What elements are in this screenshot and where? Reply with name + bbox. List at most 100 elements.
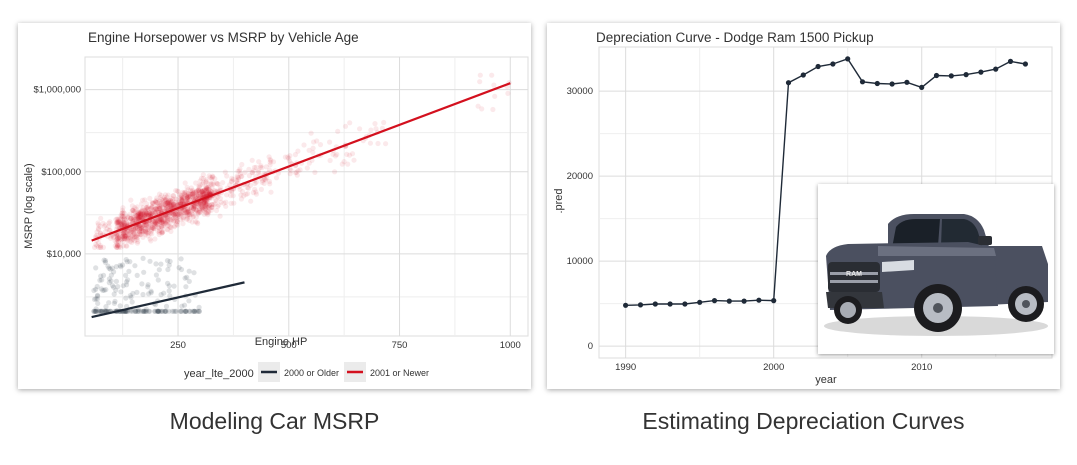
chart-title: Depreciation Curve - Dodge Ram 1500 Pick… (596, 30, 874, 45)
point-2001-or-newer (139, 228, 145, 234)
point-2001-or-newer (142, 232, 148, 238)
point-2001-or-newer (120, 219, 126, 225)
point-2001-or-newer (137, 214, 143, 220)
point-2001-or-newer (145, 204, 151, 210)
point-2001-or-newer (209, 201, 215, 207)
point-2001-or-newer (151, 219, 158, 225)
point-2001-or-newer (206, 202, 213, 208)
point-2001-or-newer (149, 210, 155, 216)
legend-label-older: 2000 or Older (284, 368, 339, 378)
point-2001-or-newer (178, 212, 184, 218)
point-2001-or-newer (146, 225, 152, 231)
point-2001-or-newer (184, 197, 190, 203)
point-2001-or-newer (157, 208, 163, 214)
point-2001-or-newer (125, 214, 131, 220)
point-2001-or-newer (162, 198, 168, 204)
point-2001-or-newer (145, 230, 151, 236)
point-2001-or-newer (202, 206, 208, 212)
point-2001-or-newer (200, 190, 206, 196)
point-2001-or-newer (156, 225, 162, 231)
prediction-point (815, 63, 821, 70)
prediction-point (800, 72, 806, 78)
point-2001-or-newer (194, 188, 200, 194)
point-2001-or-newer (204, 190, 210, 196)
point-2001-or-newer (161, 197, 167, 203)
point-2001-or-newer (245, 185, 252, 191)
point-2001-or-newer (193, 180, 199, 186)
point-2001-or-newer (180, 216, 186, 222)
prediction-point (623, 302, 629, 308)
point-2001-or-newer (119, 233, 125, 239)
point-2001-or-newer (492, 93, 498, 99)
point-2001-or-newer (95, 222, 101, 228)
point-2001-or-newer (135, 214, 141, 220)
prediction-point (845, 56, 851, 62)
point-2001-or-newer (114, 219, 120, 225)
point-2001-or-newer (170, 201, 176, 207)
point-2000-or-older (129, 299, 135, 305)
point-2001-or-newer (205, 200, 211, 206)
point-2001-or-newer (267, 159, 273, 165)
point-2001-or-newer (191, 193, 197, 199)
prediction-point (652, 301, 658, 307)
point-2001-or-newer (234, 173, 240, 179)
prediction-point (919, 84, 925, 90)
point-2001-or-newer (295, 168, 301, 174)
point-2001-or-newer (224, 173, 230, 179)
point-2001-or-newer (195, 188, 201, 194)
point-2001-or-newer (288, 168, 294, 174)
point-2001-or-newer (180, 206, 186, 212)
point-2001-or-newer (156, 191, 163, 197)
point-2000-or-older (113, 287, 119, 293)
point-2001-or-newer (205, 212, 211, 218)
point-2001-or-newer (100, 244, 106, 250)
point-2001-or-newer (205, 184, 212, 190)
point-2001-or-newer (122, 233, 128, 239)
point-2001-or-newer (184, 184, 190, 191)
point-2001-or-newer (197, 200, 203, 206)
point-2001-or-newer (310, 145, 316, 151)
point-2001-or-newer (114, 231, 120, 238)
point-2001-or-newer (223, 199, 229, 205)
y-axis-label: .pred (553, 188, 565, 213)
legend-label-newer: 2001 or Newer (370, 368, 429, 378)
point-2001-or-newer (134, 240, 140, 246)
point-2001-or-newer (163, 200, 169, 206)
point-2001-or-newer (148, 238, 154, 244)
point-2001-or-newer (248, 182, 254, 188)
point-2001-or-newer (150, 200, 156, 206)
point-2001-or-newer (131, 218, 137, 224)
point-2001-or-newer (114, 233, 121, 239)
point-2001-or-newer (182, 189, 188, 195)
point-2001-or-newer (205, 208, 211, 214)
point-2001-or-newer (138, 211, 144, 217)
trend-line (91, 82, 511, 242)
point-2001-or-newer (206, 208, 212, 214)
point-2001-or-newer (189, 219, 195, 225)
point-2001-or-newer (163, 203, 169, 209)
point-2000-or-older (100, 287, 106, 293)
point-2001-or-newer (172, 199, 179, 205)
point-2001-or-newer (146, 210, 152, 216)
point-2001-or-newer (156, 224, 162, 231)
point-2001-or-newer (136, 210, 142, 216)
point-2001-or-newer (197, 182, 203, 188)
point-2000-or-older (158, 261, 164, 267)
point-2001-or-newer (130, 217, 136, 223)
point-2001-or-newer (121, 232, 127, 238)
point-2001-or-newer (144, 204, 150, 210)
point-2001-or-newer (147, 210, 153, 216)
point-2001-or-newer (137, 228, 143, 235)
point-2001-or-newer (165, 204, 171, 210)
point-2001-or-newer (347, 152, 353, 158)
point-2000-or-older (97, 277, 103, 283)
point-2001-or-newer (209, 185, 215, 191)
point-2001-or-newer (196, 201, 202, 207)
point-2001-or-newer (175, 199, 181, 206)
point-2001-or-newer (152, 208, 158, 214)
x-tick-label: 750 (392, 340, 408, 351)
point-2001-or-newer (143, 204, 149, 211)
point-2001-or-newer (128, 230, 134, 236)
point-2001-or-newer (94, 229, 100, 235)
headlight (882, 260, 914, 272)
